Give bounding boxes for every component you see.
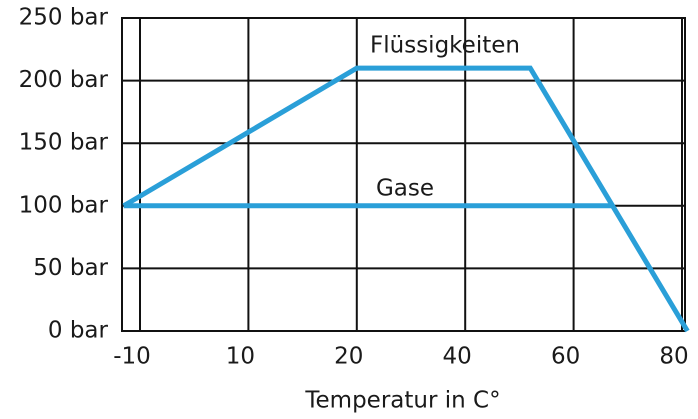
y-tick-label: 250 bar (19, 5, 109, 31)
series-label: Flüssigkeiten (370, 33, 520, 59)
series-label: Gase (376, 176, 434, 202)
plot-frame (121, 17, 686, 332)
x-tick-label: 10 (226, 344, 255, 370)
y-tick-label: 50 bar (33, 255, 108, 281)
y-tick-label: 200 bar (19, 67, 109, 93)
y-tick-label: 100 bar (19, 192, 109, 218)
x-tick-label: 60 (551, 344, 580, 370)
x-tick-label: 80 (659, 344, 688, 370)
x-axis-label: Temperatur in C° (304, 388, 500, 414)
x-tick-label: 20 (334, 344, 363, 370)
data-line (122, 65, 690, 333)
x-tick-label: -10 (113, 344, 151, 370)
y-tick-label: 150 bar (19, 130, 109, 156)
y-tick-label: 0 bar (48, 318, 109, 344)
x-tick-label: 40 (443, 344, 472, 370)
